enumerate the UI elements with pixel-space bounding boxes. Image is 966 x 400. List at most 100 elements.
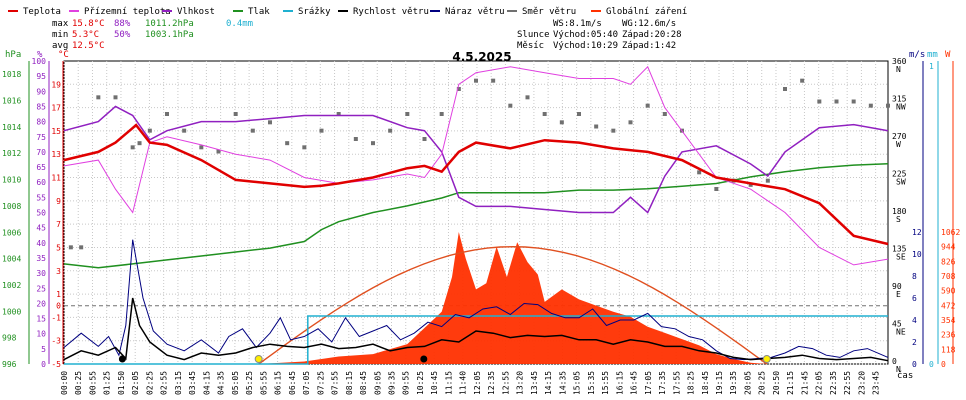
tick-x: 06:15	[274, 371, 283, 395]
tick-x: 17:55	[672, 371, 681, 395]
tick-wind: 10	[912, 250, 922, 259]
tick-humidity: 50	[36, 209, 46, 218]
tick-dir: 225	[892, 170, 907, 179]
tick-temp: 0	[56, 302, 61, 311]
tick-x: 12:55	[501, 371, 510, 395]
tick-dir-label: E	[896, 290, 901, 299]
tick-wind: 0	[912, 360, 917, 369]
tick-x: 08:15	[345, 371, 354, 395]
tick-temp: -5	[51, 360, 61, 369]
tick-x: 11:40	[459, 371, 468, 395]
tick-x: 09:55	[402, 371, 411, 395]
astro-moon-set: Západ:1:42	[622, 41, 676, 51]
astro-block: WS:8.1m/s WG:12.6m/s Slunce Východ:05:40…	[517, 19, 682, 51]
tick-x: 09:35	[388, 371, 397, 395]
direction-point	[96, 95, 101, 100]
tick-x: 23:45	[872, 371, 881, 395]
direction-point	[800, 78, 805, 83]
stats-block: max 15.8°C 88% 1011.2hPa 0.4mm min 5.3°C…	[52, 19, 253, 51]
tick-x: 06:45	[288, 371, 297, 395]
tick-x: 12:05	[473, 371, 482, 395]
stats-rain: 0.4mm	[226, 19, 253, 29]
tick-x: 02:55	[160, 371, 169, 395]
tick-x: 15:55	[601, 371, 610, 395]
tick-x: 22:35	[829, 371, 838, 395]
tick-pressure: 1014	[2, 123, 21, 132]
tick-temp: -3	[51, 337, 61, 346]
direction-point	[765, 178, 770, 183]
moonrise-marker	[420, 355, 428, 363]
tick-pressure: 1018	[2, 70, 21, 79]
direction-point	[319, 128, 324, 133]
tick-dir: 360	[892, 57, 907, 66]
tick-humidity: 5	[41, 345, 46, 354]
tick-dir: 135	[892, 245, 907, 254]
legend-label: Vlhkost	[177, 7, 215, 17]
series-radiation-theoretical	[258, 245, 768, 365]
tick-x: 20:25	[758, 371, 767, 395]
tick-temp: 1	[56, 290, 61, 299]
tick-x: 05:55	[259, 371, 268, 395]
tick-dir: 180	[892, 207, 907, 216]
tick-pressure: 1006	[2, 228, 21, 237]
unit-time: čas	[897, 370, 913, 381]
tick-dir-label: N	[896, 65, 901, 74]
tick-dir-label: NW	[896, 103, 906, 112]
tick-rain: 0	[929, 360, 934, 369]
tick-x: 00:55	[88, 371, 97, 395]
tick-dir: 90	[892, 282, 902, 291]
direction-point	[388, 128, 393, 133]
tick-pressure: 1012	[2, 149, 21, 158]
series-rain	[64, 315, 888, 365]
direction-point	[474, 78, 478, 83]
tick-dir: 0	[892, 357, 897, 366]
tick-pressure: 1010	[2, 176, 21, 185]
direction-point	[817, 99, 822, 104]
direction-point	[662, 112, 667, 116]
astro-wg: WG:12.6m/s	[622, 19, 676, 29]
tick-x: 14:15	[544, 371, 553, 395]
sunset-marker	[762, 355, 771, 363]
tick-x: 07:05	[302, 371, 311, 395]
unit-hpa: hPa	[5, 50, 21, 60]
series-radiation	[258, 232, 767, 364]
tick-temp: 3	[56, 267, 61, 276]
tick-x: 03:45	[188, 371, 197, 395]
sunrise-marker	[254, 355, 263, 363]
direction-point	[130, 145, 135, 150]
tick-x: 13:20	[516, 371, 525, 395]
tick-x: 01:50	[117, 371, 126, 395]
tick-rad: 1062	[941, 228, 960, 237]
unit-pct: %	[37, 50, 43, 60]
tick-x: 17:35	[658, 371, 667, 395]
tick-dir-label: NE	[896, 328, 906, 337]
astro-moon-label: Měsíc	[517, 41, 544, 51]
tick-pressure: 1002	[2, 281, 21, 290]
stats-min-temp: 5.3°C	[72, 30, 99, 40]
tick-x: 15:35	[587, 371, 596, 395]
tick-x: 05:05	[231, 371, 240, 395]
unit-ms: m/s	[909, 50, 925, 60]
tick-dir: 270	[892, 132, 907, 141]
tick-x: 15:05	[573, 371, 582, 395]
direction-point	[216, 149, 221, 154]
tick-dir-label: SW	[896, 178, 906, 187]
moonset-marker	[118, 355, 126, 363]
direction-point	[302, 145, 307, 150]
tick-pressure: 1000	[2, 307, 21, 316]
tick-x: 04:15	[202, 371, 211, 395]
tick-rain: 1	[929, 62, 934, 71]
tick-rad: 944	[941, 243, 956, 252]
series-wind-direction	[68, 78, 890, 250]
direction-point	[508, 103, 513, 108]
tick-x: 02:05	[131, 371, 140, 395]
legend-label: Směr větru	[522, 7, 576, 17]
tick-x: 16:15	[615, 371, 624, 395]
tick-temp: 17	[51, 104, 61, 113]
direction-point	[834, 99, 839, 104]
tick-x: 05:25	[245, 371, 254, 395]
direction-point	[422, 137, 427, 141]
tick-humidity: 25	[36, 284, 46, 293]
tick-x: 14:35	[558, 371, 567, 395]
direction-point	[491, 78, 496, 83]
